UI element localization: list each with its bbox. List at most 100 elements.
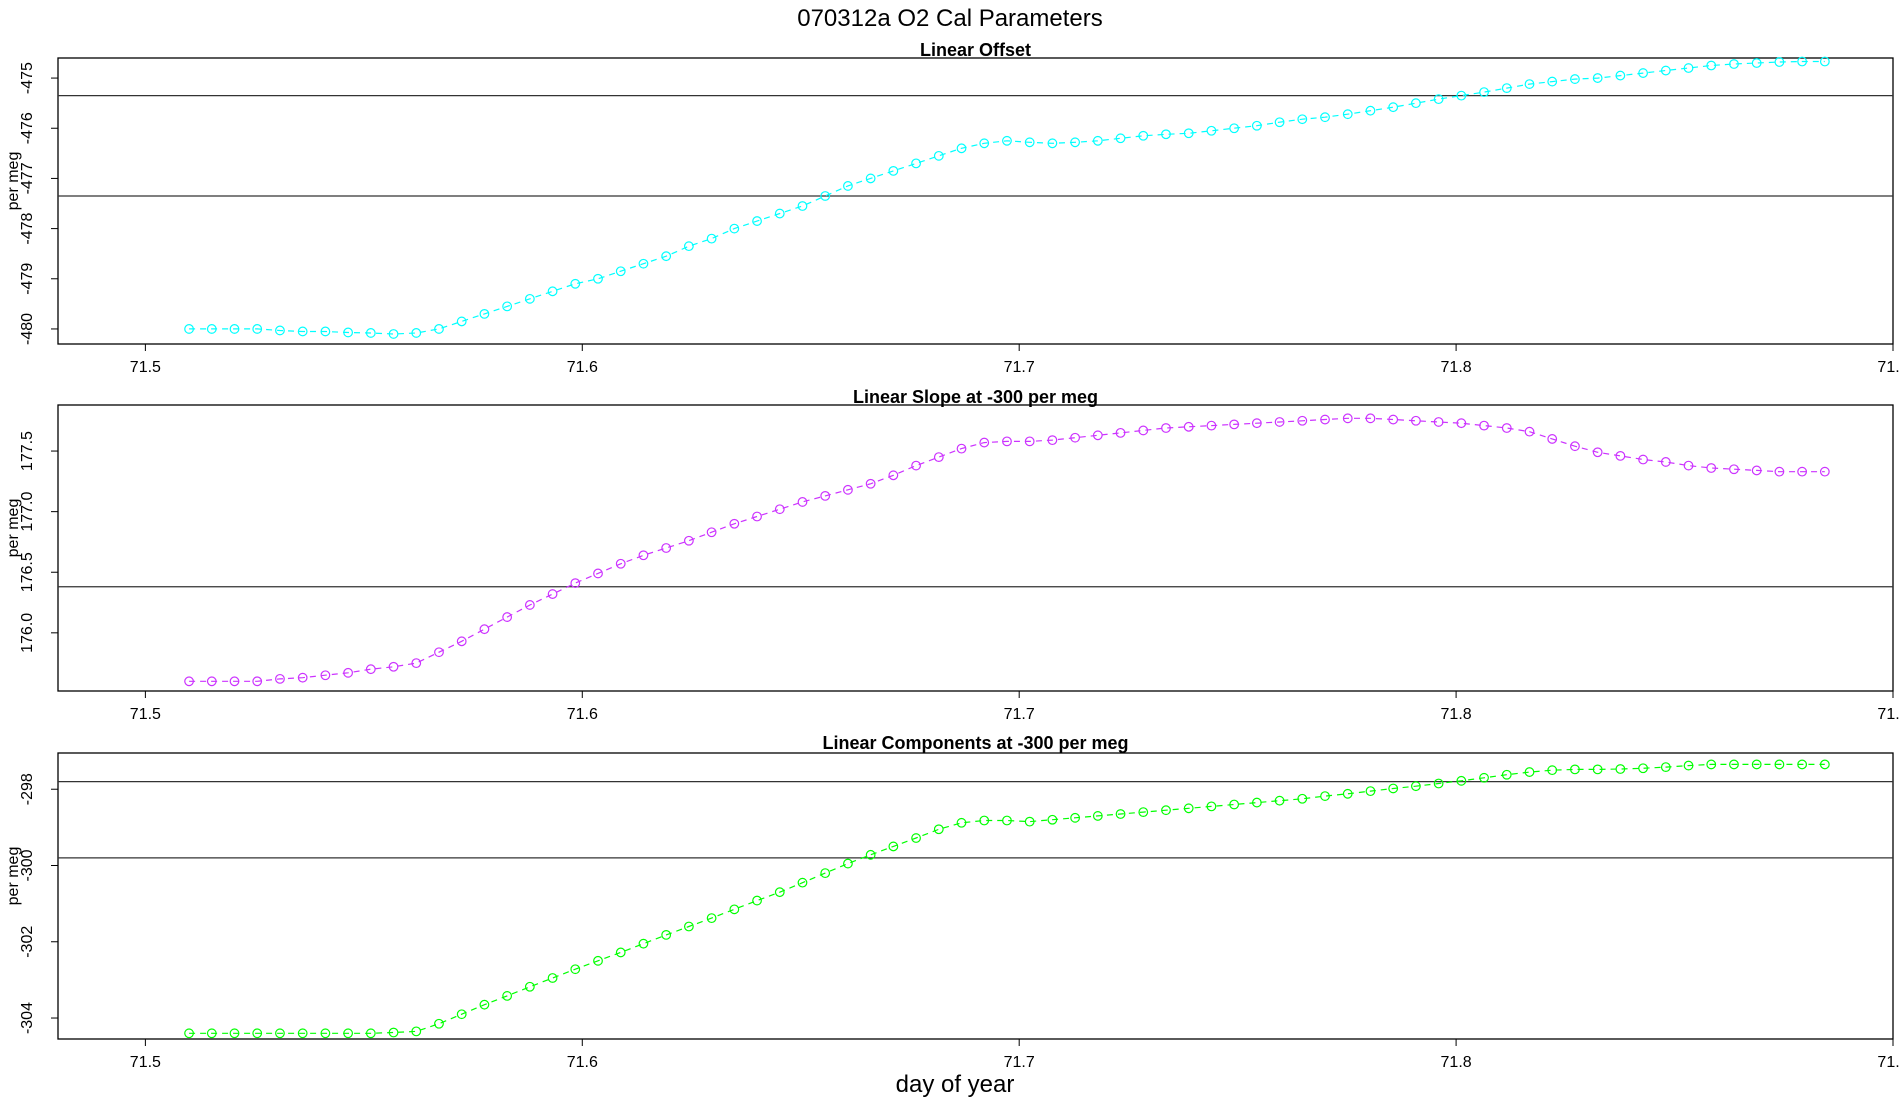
components-y-axis-label: per meg: [5, 847, 22, 906]
slope-data-point: [524, 600, 535, 610]
offset-data-point: [184, 324, 194, 334]
components-data-point: [570, 964, 581, 975]
components-data-point: [661, 929, 672, 940]
components-data-point: [797, 877, 808, 888]
slope-data-point: [615, 558, 626, 569]
offset-data-point: [320, 326, 331, 337]
offset-data-point: [388, 329, 399, 339]
offset-data-point: [1433, 94, 1444, 105]
slope-data-point: [911, 460, 921, 471]
slope-data-point: [797, 497, 808, 507]
components-data-point: [1615, 764, 1626, 774]
slope-data-point: [1547, 434, 1558, 444]
offset-data-point: [1729, 59, 1739, 69]
components-x-tick-label: 71.6: [567, 1054, 598, 1071]
slope-data-point: [1070, 432, 1081, 443]
components-data-point: [1115, 809, 1126, 819]
offset-data-point: [206, 324, 217, 334]
offset-data-point: [252, 324, 263, 334]
slope-data-point: [1047, 435, 1058, 446]
offset-data-point: [1274, 117, 1285, 128]
offset-data-point: [1660, 65, 1671, 76]
slope-y-tick-label: 177.5: [19, 431, 36, 471]
offset-data-point: [979, 138, 990, 149]
slope-x-tick-label: 71.7: [1004, 706, 1035, 723]
slope-data-point: [1660, 457, 1671, 467]
components-y-tick-label: -302: [19, 926, 36, 958]
components-data-point: [547, 973, 558, 983]
slope-data-point: [638, 550, 649, 561]
slope-data-point: [683, 535, 694, 546]
slope-data-point: [1297, 415, 1308, 426]
components-data-point: [1547, 765, 1558, 776]
components-data-point: [1251, 797, 1262, 808]
slope-data-point: [843, 484, 853, 495]
offset-data-point: [911, 158, 921, 169]
components-data-point: [1365, 786, 1376, 797]
components-data-point: [524, 981, 535, 992]
offset-panel-title: Linear Offset: [920, 40, 1031, 60]
components-data-point: [1274, 795, 1285, 806]
slope-plot-frame: [57, 404, 1894, 692]
offset-data-point: [1683, 63, 1694, 73]
offset-data-point: [1183, 128, 1194, 139]
slope-data-point: [1638, 454, 1648, 465]
offset-data-point: [1070, 137, 1081, 148]
slope-panel: Linear Slope at -300 per meg 71.5 71.6 71.7…: [5, 387, 1900, 723]
components-y-tick-label: -300: [19, 849, 36, 881]
offset-data-point: [774, 208, 785, 219]
components-data-point: [1751, 759, 1762, 770]
offset-y-tick-label: -476: [19, 112, 36, 144]
components-data-point: [933, 824, 944, 835]
slope-data-point: [1138, 425, 1149, 436]
slope-data-point: [297, 672, 308, 683]
offset-data-point: [1774, 57, 1785, 67]
offset-data-point: [1797, 56, 1808, 67]
components-data-point: [320, 1028, 331, 1039]
slope-data-point: [411, 658, 422, 669]
slope-data-point: [275, 673, 285, 684]
components-data-point: [1092, 811, 1103, 821]
slope-data-point: [1615, 450, 1626, 461]
components-data-point: [1638, 763, 1648, 774]
offset-x-tick-label: 71.8: [1441, 359, 1472, 376]
offset-data-point: [1819, 56, 1830, 67]
offset-data-point: [933, 150, 944, 161]
slope-data-point: [1683, 460, 1694, 471]
slope-data-point: [343, 667, 354, 678]
slope-y-tick-label: 177.0: [19, 492, 36, 532]
offset-data-point: [683, 241, 694, 252]
offset-data-point: [1592, 73, 1603, 83]
slope-data-point: [320, 670, 331, 681]
components-data-point: [502, 991, 513, 1001]
components-y-tick-label: -298: [19, 773, 36, 805]
components-data-point: [1501, 769, 1512, 780]
components-data-point: [729, 904, 740, 915]
components-data-point: [1388, 783, 1399, 794]
slope-data-point: [456, 636, 467, 647]
offset-data-point: [1024, 137, 1035, 148]
components-panel-title: Linear Components at -300 per meg: [822, 733, 1128, 753]
offset-x-tick-label: 71.9: [1877, 359, 1900, 376]
offset-data-point: [843, 181, 853, 191]
components-data-point: [888, 841, 899, 852]
offset-data-point: [1706, 60, 1717, 71]
components-data-point: [1002, 815, 1012, 826]
offset-plot-frame: [57, 57, 1894, 345]
offset-data-point: [434, 324, 444, 334]
offset-data-point: [365, 328, 376, 338]
components-data-point: [275, 1028, 285, 1039]
components-data-point: [1592, 764, 1603, 775]
components-data-point: [1729, 759, 1739, 770]
components-data-point: [297, 1028, 308, 1039]
components-data-point: [979, 815, 990, 826]
components-data-point: [1229, 799, 1240, 810]
slope-data-point: [184, 676, 194, 687]
slope-y-tick-label: 176.0: [19, 613, 36, 653]
components-data-point: [1342, 788, 1353, 799]
offset-y-tick-label: -479: [19, 263, 36, 295]
components-data-point: [1706, 759, 1717, 770]
slope-data-point: [1115, 427, 1126, 438]
offset-y-axis-label: per meg: [5, 152, 22, 211]
